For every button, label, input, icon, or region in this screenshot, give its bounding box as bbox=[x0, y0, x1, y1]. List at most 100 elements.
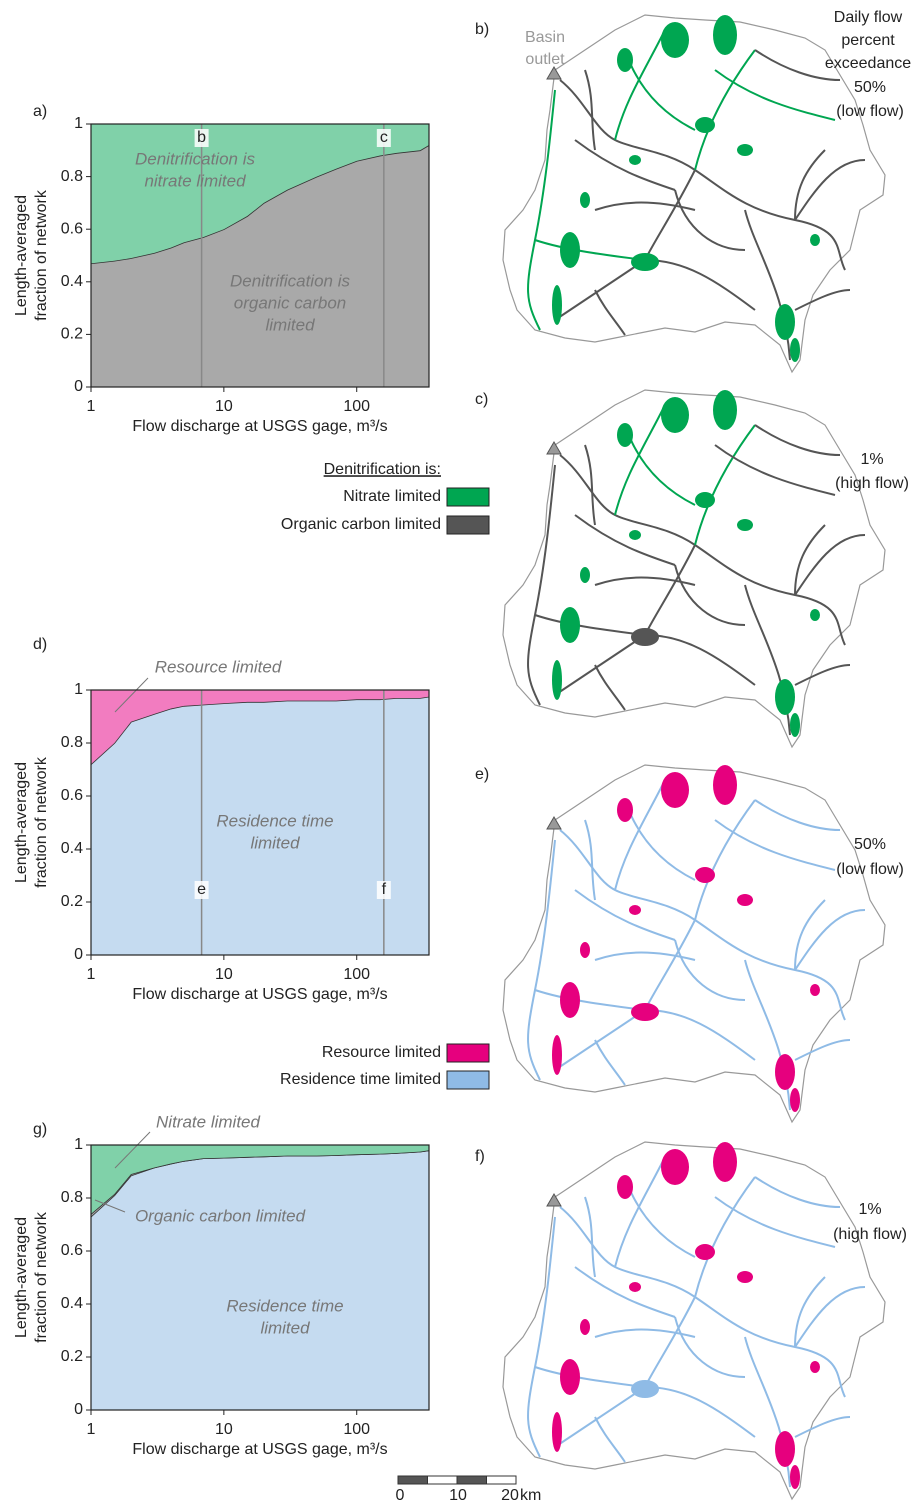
map-caption: (low flow) bbox=[836, 103, 904, 120]
basin-map bbox=[502, 764, 886, 1124]
scale-label: 0 bbox=[396, 1487, 405, 1504]
patch bbox=[775, 1431, 795, 1467]
y-tick-label: 0.4 bbox=[61, 840, 83, 857]
stream bbox=[714, 69, 836, 121]
stream bbox=[694, 799, 756, 921]
stream bbox=[594, 1328, 696, 1338]
outlet-marker bbox=[546, 441, 562, 455]
patch bbox=[790, 713, 800, 737]
stream bbox=[794, 909, 866, 971]
panel-label: a) bbox=[33, 103, 47, 120]
x-tick-label: 1 bbox=[87, 1421, 96, 1438]
patch bbox=[617, 1175, 633, 1199]
area bbox=[91, 1145, 429, 1214]
stream bbox=[584, 444, 596, 526]
stream bbox=[754, 424, 841, 456]
y-tick-label: 0.4 bbox=[61, 273, 83, 290]
map-caption: (low flow) bbox=[836, 861, 904, 878]
patch bbox=[661, 22, 689, 58]
patch bbox=[552, 285, 562, 325]
patch bbox=[713, 15, 737, 55]
stream bbox=[754, 49, 841, 81]
scale-segment bbox=[397, 1475, 428, 1485]
stream bbox=[614, 404, 666, 516]
patch bbox=[810, 609, 820, 621]
scale-label: 10 bbox=[449, 1487, 467, 1504]
annotation: Denitrification is bbox=[230, 271, 350, 290]
y-tick-label: 0.6 bbox=[61, 1242, 83, 1259]
stream bbox=[527, 464, 556, 706]
stream bbox=[574, 139, 676, 191]
y-tick-label: 0.8 bbox=[61, 168, 83, 185]
marker-label: b bbox=[197, 129, 206, 146]
stream bbox=[794, 524, 826, 596]
basin-map bbox=[502, 1141, 886, 1501]
patch bbox=[631, 1003, 659, 1021]
annotation: Residence time bbox=[216, 811, 333, 830]
stream bbox=[714, 819, 836, 871]
patch bbox=[617, 798, 633, 822]
y-tick-label: 0.2 bbox=[61, 1348, 83, 1365]
patch bbox=[661, 1149, 689, 1185]
y-axis-label: Length-averaged bbox=[13, 1217, 30, 1338]
panel-label: d) bbox=[33, 636, 47, 653]
y-tick-label: 0.6 bbox=[61, 787, 83, 804]
stream bbox=[584, 69, 596, 151]
x-tick-label: 100 bbox=[343, 398, 370, 415]
map-header: exceedance bbox=[825, 55, 911, 72]
basin-outline bbox=[502, 389, 886, 749]
basin-map bbox=[502, 14, 886, 374]
patch bbox=[810, 984, 820, 996]
stream bbox=[644, 1296, 696, 1388]
stream bbox=[674, 564, 746, 626]
legend-title: Denitrification is: bbox=[324, 461, 441, 478]
marker-label-bg bbox=[376, 129, 391, 147]
x-axis-label: Flow discharge at USGS gage, m³/s bbox=[132, 1441, 387, 1458]
stream bbox=[594, 664, 626, 711]
patch bbox=[617, 423, 633, 447]
x-tick-label: 10 bbox=[215, 1421, 233, 1438]
area bbox=[91, 696, 429, 955]
patch bbox=[713, 1142, 737, 1182]
patch bbox=[560, 232, 580, 268]
stream bbox=[694, 424, 756, 546]
stream bbox=[794, 899, 826, 971]
stream bbox=[644, 169, 696, 261]
map-caption: 50% bbox=[854, 79, 886, 96]
patch bbox=[775, 679, 795, 715]
marker-label-bg bbox=[194, 881, 209, 899]
patch bbox=[737, 144, 753, 156]
stream bbox=[644, 544, 696, 636]
x-tick-label: 1 bbox=[87, 398, 96, 415]
patch bbox=[629, 155, 641, 165]
patch bbox=[560, 982, 580, 1018]
stream bbox=[594, 201, 696, 211]
x-tick-label: 10 bbox=[215, 966, 233, 983]
patch bbox=[629, 530, 641, 540]
stream bbox=[574, 1266, 676, 1318]
patch bbox=[580, 942, 590, 958]
x-tick-label: 100 bbox=[343, 1421, 370, 1438]
area bbox=[91, 124, 429, 264]
patch bbox=[810, 234, 820, 246]
stream bbox=[614, 29, 666, 141]
stream bbox=[584, 819, 596, 901]
stream bbox=[584, 1196, 596, 1278]
annotation: Denitrification is bbox=[135, 149, 255, 168]
stream bbox=[794, 159, 866, 221]
patch bbox=[695, 867, 715, 883]
scale-label: 20 bbox=[501, 1487, 519, 1504]
legend-swatch bbox=[446, 487, 490, 507]
map-header: percent bbox=[841, 32, 895, 49]
y-tick-label: 1 bbox=[74, 1136, 83, 1153]
basin-map bbox=[502, 389, 886, 749]
patch bbox=[695, 1244, 715, 1260]
annotation: Organic carbon limited bbox=[135, 1206, 306, 1225]
outlet-marker bbox=[546, 1193, 562, 1207]
patch bbox=[790, 338, 800, 362]
map-caption: 1% bbox=[860, 451, 883, 468]
y-axis-label: fraction of network bbox=[33, 1211, 50, 1343]
stream bbox=[794, 1276, 826, 1348]
stream bbox=[754, 1176, 841, 1208]
